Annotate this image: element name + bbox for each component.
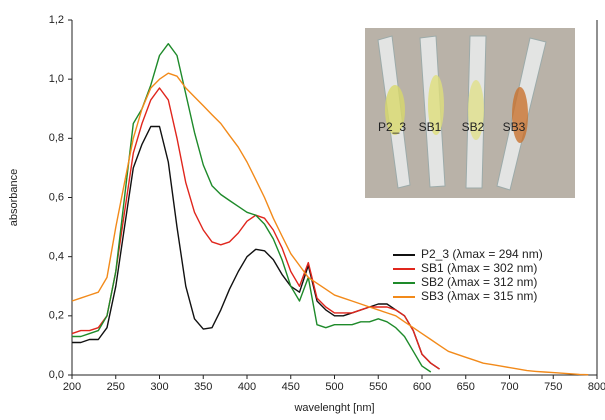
inset-label: SB3 xyxy=(503,120,526,134)
inset-label: SB1 xyxy=(419,120,442,134)
sample xyxy=(512,87,528,143)
y-tick-label: 0,4 xyxy=(49,251,64,263)
x-tick-label: 600 xyxy=(413,381,431,393)
x-tick-label: 750 xyxy=(544,381,562,393)
y-tick-label: 1,0 xyxy=(49,73,64,85)
y-tick-label: 0,6 xyxy=(49,191,64,203)
y-tick-label: 0,0 xyxy=(49,369,64,381)
legend-label: P2_3 (λmax = 294 nm) xyxy=(421,247,543,261)
y-tick-label: 0,8 xyxy=(49,132,64,144)
sample xyxy=(385,85,405,135)
inset-label: P2_3 xyxy=(378,120,406,134)
x-tick-label: 250 xyxy=(107,381,125,393)
sample xyxy=(428,75,444,135)
x-tick-label: 300 xyxy=(150,381,168,393)
legend-label: SB1 (λmax = 302 nm) xyxy=(421,261,537,275)
x-tick-label: 200 xyxy=(63,381,81,393)
series-line xyxy=(72,125,440,370)
y-tick-label: 1,2 xyxy=(49,14,64,26)
y-axis-label: absorbance xyxy=(8,169,20,227)
legend-label: SB2 (λmax = 312 nm) xyxy=(421,275,537,289)
inset-label: SB2 xyxy=(462,120,485,134)
x-tick-label: 650 xyxy=(457,381,475,393)
x-tick-label: 700 xyxy=(500,381,518,393)
x-tick-label: 550 xyxy=(369,381,387,393)
x-tick-label: 500 xyxy=(325,381,343,393)
x-tick-label: 350 xyxy=(194,381,212,393)
x-tick-label: 450 xyxy=(282,381,300,393)
series-line xyxy=(72,43,432,373)
x-tick-label: 800 xyxy=(588,381,605,393)
x-axis-label: wavelenght [nm] xyxy=(293,402,374,414)
sample xyxy=(468,80,484,140)
x-tick-label: 400 xyxy=(238,381,256,393)
series-line xyxy=(71,72,589,376)
legend-label: SB3 (λmax = 315 nm) xyxy=(421,289,537,303)
y-tick-label: 0,2 xyxy=(49,310,64,322)
